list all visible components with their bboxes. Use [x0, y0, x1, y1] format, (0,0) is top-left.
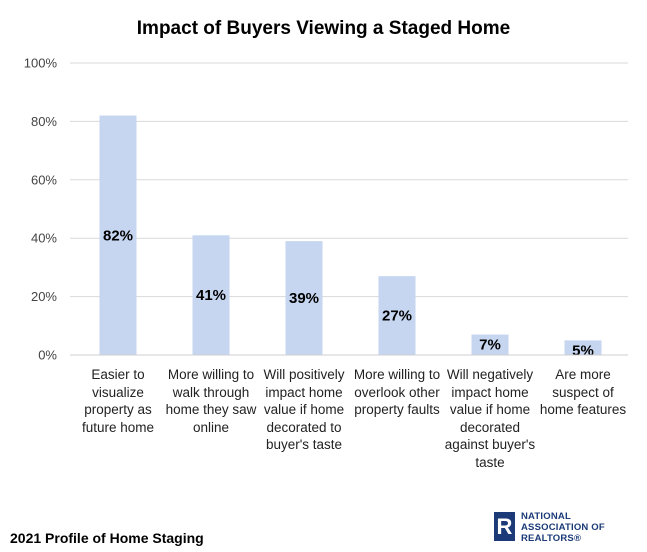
- bar: [378, 276, 416, 355]
- y-tick-label: 60%: [31, 172, 57, 187]
- realtor-r-icon: R: [494, 512, 515, 541]
- source-footer: 2021 Profile of Home Staging: [10, 530, 204, 546]
- data-label: 5%: [572, 342, 594, 359]
- data-label: 39%: [289, 290, 319, 307]
- data-label: 82%: [103, 227, 133, 244]
- bar: [192, 235, 230, 355]
- y-tick-label: 100%: [24, 56, 58, 71]
- bar: [471, 334, 509, 355]
- y-tick-label: 80%: [31, 114, 57, 129]
- chart-title: Impact of Buyers Viewing a Staged Home: [136, 18, 511, 39]
- logo-line-1: NATIONAL: [521, 511, 571, 522]
- category-label: Easier to visualize property as future h…: [81, 367, 155, 435]
- bar: [564, 340, 602, 355]
- category-label: More willing to walk through home they s…: [165, 367, 257, 435]
- data-label: 41%: [196, 287, 226, 304]
- category-label: Will positively impact home value if hom…: [263, 367, 345, 452]
- category-label: Are more suspect of home features: [539, 367, 627, 417]
- y-tick-label: 20%: [31, 289, 57, 304]
- category-label: Will negatively impact home value if hom…: [444, 367, 536, 470]
- category-label: More willing to overlook other property …: [353, 367, 441, 417]
- bar: [99, 115, 137, 355]
- data-label: 7%: [479, 337, 501, 354]
- y-tick-label: 40%: [31, 231, 57, 246]
- data-label: 27%: [382, 308, 412, 325]
- bar: [285, 241, 323, 355]
- nar-logo: R NATIONAL ASSOCIATION OF REALTORS®: [494, 511, 644, 545]
- logo-text: NATIONAL ASSOCIATION OF REALTORS®: [521, 511, 605, 544]
- logo-line-3: REALTORS®: [521, 533, 582, 544]
- y-tick-label: 0%: [38, 348, 57, 363]
- logo-line-2: ASSOCIATION OF: [521, 522, 605, 533]
